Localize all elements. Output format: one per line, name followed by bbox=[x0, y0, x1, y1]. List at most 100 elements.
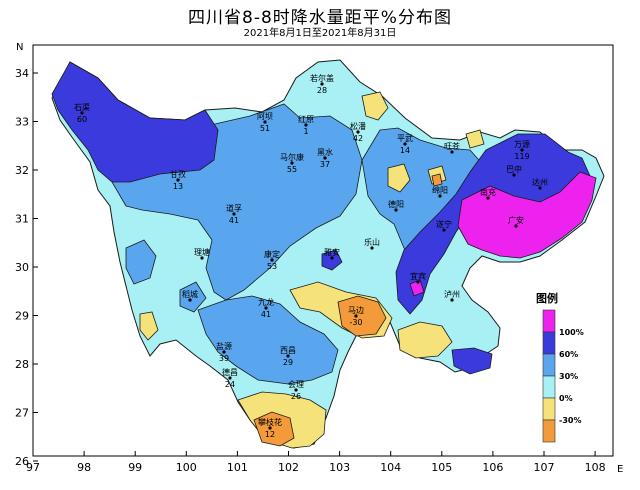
station: 遂宁 bbox=[436, 219, 452, 232]
station-dot bbox=[232, 212, 236, 216]
station-dot bbox=[286, 354, 290, 358]
legend-swatch bbox=[542, 419, 556, 443]
station-dot bbox=[176, 178, 180, 182]
station-name: 德阳 bbox=[388, 199, 404, 209]
station-dot bbox=[270, 258, 274, 262]
station: 黑水 37 bbox=[317, 147, 333, 169]
legend-label: 0% bbox=[559, 394, 573, 403]
station-dot bbox=[323, 156, 327, 160]
station-value: 14 bbox=[400, 146, 410, 155]
station-name: 道孚 bbox=[226, 203, 242, 213]
station: 松潘 42 bbox=[350, 121, 366, 143]
station-dot bbox=[450, 150, 454, 154]
station-name: 绵阳 bbox=[432, 185, 448, 195]
y-axis-letter: N bbox=[16, 42, 23, 53]
station-dot bbox=[354, 314, 358, 318]
region-30-60-southwest-patch bbox=[179, 281, 207, 313]
station-name: 石渠 bbox=[74, 102, 90, 112]
station-dot bbox=[268, 426, 272, 430]
station-name: 宜宾 bbox=[410, 271, 426, 281]
station-dot bbox=[512, 173, 516, 177]
station-value: 51 bbox=[260, 124, 270, 133]
station-value: 53 bbox=[267, 262, 277, 271]
station-value: -30 bbox=[349, 318, 362, 327]
region-below-minus30-panzhihua bbox=[253, 411, 295, 447]
y-tick-label: 32 bbox=[15, 164, 29, 177]
station-value: 29 bbox=[283, 358, 293, 367]
station: 甘孜 13 bbox=[170, 169, 186, 191]
station-name: 马尔康 bbox=[280, 152, 304, 162]
station-dot bbox=[356, 130, 360, 134]
station-dot bbox=[264, 306, 268, 310]
region-minus30-0-east-spot bbox=[465, 129, 485, 149]
station-value: 24 bbox=[225, 380, 235, 389]
station-dot bbox=[450, 298, 454, 302]
station: 绵阳 bbox=[432, 185, 448, 198]
station-dot bbox=[304, 123, 308, 127]
station: 西昌 29 bbox=[280, 346, 296, 367]
station-dot bbox=[442, 228, 446, 232]
station: 康定 53 bbox=[264, 249, 280, 271]
station-dot bbox=[394, 208, 398, 212]
station-name: 旺苍 bbox=[444, 141, 460, 151]
station: 理塘 bbox=[194, 247, 210, 260]
station-name: 雅安 bbox=[324, 247, 340, 257]
x-tick-label: 104 bbox=[380, 461, 401, 474]
station-name: 德昌 bbox=[222, 367, 238, 377]
station-value: 37 bbox=[320, 160, 330, 169]
station-name: 稻城 bbox=[182, 289, 198, 299]
station-value: 28 bbox=[317, 86, 327, 95]
station: 盐源 39 bbox=[216, 341, 232, 363]
region-minus30-0-center bbox=[387, 163, 411, 193]
y-tick-label: 28 bbox=[15, 358, 29, 371]
station-name: 盐源 bbox=[216, 341, 232, 351]
region-over-100 bbox=[457, 171, 597, 259]
y-tick-label: 27 bbox=[15, 407, 29, 420]
station-dot bbox=[320, 82, 324, 86]
station: 马尔康 55 bbox=[280, 152, 304, 174]
station: 德昌 24 bbox=[222, 367, 238, 389]
x-tick-label: 107 bbox=[534, 461, 555, 474]
region-minus30-0-southeast bbox=[397, 321, 453, 359]
station-name: 达州 bbox=[532, 177, 548, 187]
station-value: 39 bbox=[219, 354, 229, 363]
legend-label: 60% bbox=[559, 350, 578, 359]
station-name: 南充 bbox=[480, 187, 496, 197]
legend-title: 图例 bbox=[536, 291, 558, 305]
x-tick-label: 100 bbox=[176, 461, 197, 474]
station: 红原 1 bbox=[298, 114, 314, 136]
legend-items: 100% 60% 30% 0% -30% bbox=[542, 309, 584, 443]
legend-swatch bbox=[542, 397, 556, 421]
y-axis: 34 33 32 31 30 29 28 27 26 bbox=[15, 67, 38, 468]
station-name: 巴中 bbox=[506, 164, 522, 174]
station: 攀枝花 12 bbox=[258, 417, 282, 439]
station-dot bbox=[290, 161, 294, 165]
region-minus30-0-north bbox=[361, 91, 389, 121]
station: 石渠 60 bbox=[74, 102, 90, 124]
station: 德阳 bbox=[388, 199, 404, 212]
x-tick-label: 108 bbox=[585, 461, 606, 474]
station-name: 若尔盖 bbox=[310, 73, 334, 83]
station: 泸州 bbox=[444, 289, 460, 302]
station-value: 42 bbox=[353, 134, 363, 143]
y-tick-label: 29 bbox=[15, 310, 29, 323]
station-name: 泸州 bbox=[444, 289, 460, 299]
x-tick-label: 103 bbox=[329, 461, 350, 474]
station-name: 红原 bbox=[298, 114, 314, 124]
station: 宜宾 bbox=[410, 271, 426, 284]
station-name: 理塘 bbox=[194, 247, 210, 257]
station: 马边 -30 bbox=[348, 305, 364, 327]
station: 达州 bbox=[532, 177, 548, 190]
station-dot bbox=[200, 256, 204, 260]
station-name: 马边 bbox=[348, 305, 364, 315]
region-minus30-0-west bbox=[139, 311, 159, 341]
station: 旺苍 bbox=[444, 141, 460, 154]
x-tick-label: 106 bbox=[482, 461, 503, 474]
station-name: 九龙 bbox=[258, 297, 274, 307]
legend-swatch bbox=[542, 331, 556, 355]
station: 若尔盖 28 bbox=[310, 73, 334, 95]
x-tick-label: 97 bbox=[26, 461, 40, 474]
x-tick-label: 98 bbox=[77, 461, 91, 474]
region-below-minus30-spot bbox=[431, 173, 443, 187]
